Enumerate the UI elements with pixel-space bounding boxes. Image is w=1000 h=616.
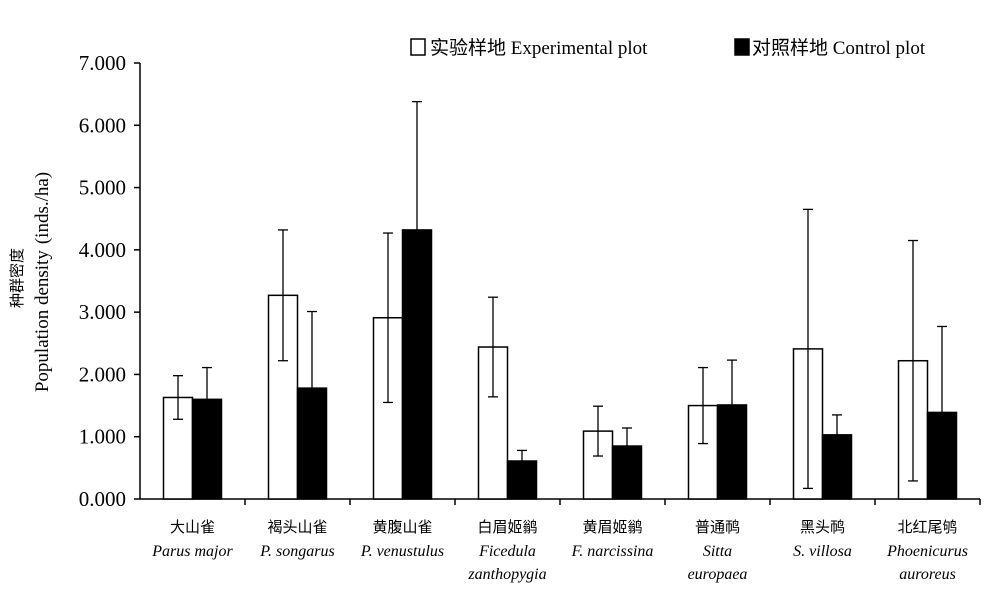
y-tick-label: 0.000 bbox=[79, 487, 126, 511]
x-tick-label-cn: 褐头山雀 bbox=[267, 518, 327, 536]
bar-control bbox=[506, 460, 538, 500]
legend-swatch-control bbox=[734, 38, 750, 56]
x-tick-label-cn: 黑头䴓 bbox=[800, 518, 845, 536]
y-tick-label: 3.000 bbox=[79, 300, 126, 324]
y-tick-label: 4.000 bbox=[79, 238, 126, 262]
x-tick-label-latin: europaea bbox=[688, 566, 748, 583]
x-tick-label-latin: Parus major bbox=[151, 543, 233, 560]
x-tick-label-latin: Phoenicurus bbox=[886, 543, 968, 560]
y-axis-label-unit: (inds./ha) bbox=[32, 172, 53, 244]
error-bars bbox=[173, 100, 947, 500]
legend-label-experimental: 实验样地 Experimental plot bbox=[430, 37, 648, 59]
x-tick-label-cn: 大山雀 bbox=[170, 518, 215, 536]
y-axis-ticks: 0.000 1.000 2.000 3.000 4.000 5.000 6.000 7.000 bbox=[79, 51, 140, 511]
x-tick-label-cn: 北红尾鸲 bbox=[897, 518, 957, 536]
x-tick-label-latin: S. villosa bbox=[793, 543, 852, 560]
y-axis-label-cn: 种群密度 bbox=[8, 248, 26, 308]
x-tick-label-latin: Ficedula bbox=[478, 543, 536, 560]
x-tick-label-cn: 黄眉姬鹟 bbox=[582, 518, 642, 536]
y-tick-label: 6.000 bbox=[79, 113, 126, 137]
x-tick-label-cn: 黄腹山雀 bbox=[372, 518, 432, 536]
y-tick-label: 7.000 bbox=[79, 51, 126, 75]
y-axis-label-en: Population density (inds./ha) bbox=[32, 172, 53, 392]
y-tick-label: 1.000 bbox=[79, 425, 126, 449]
legend: 实验样地 Experimental plot 对照样地 Control plot bbox=[410, 37, 926, 59]
x-tick-label-latin: P. venustulus bbox=[360, 543, 444, 560]
legend-swatch-experimental bbox=[410, 38, 426, 56]
y-axis-label-text: Population density bbox=[32, 250, 53, 392]
x-tick-label-latin: F. narcissina bbox=[571, 543, 654, 560]
x-tick-label-latin: Sitta bbox=[703, 543, 732, 560]
y-axis-label: 种群密度 Population density (inds./ha) bbox=[8, 172, 53, 392]
legend-label-control: 对照样地 Control plot bbox=[752, 37, 926, 59]
x-tick-label-latin: P. songarus bbox=[259, 543, 334, 560]
bar-control bbox=[611, 445, 643, 500]
x-tick-label-latin: zanthopygia bbox=[467, 566, 546, 583]
y-tick-label: 5.000 bbox=[79, 176, 126, 200]
x-tick-label-latin: auroreus bbox=[899, 566, 956, 583]
x-tick-label-cn: 白眉姬鹟 bbox=[477, 518, 537, 536]
bar-experimental bbox=[267, 294, 299, 500]
x-axis-labels: 大山雀 Parus major 褐头山雀 P. songarus 黄腹山雀 P. venu… bbox=[151, 499, 981, 583]
y-tick-label: 2.000 bbox=[79, 362, 126, 386]
x-tick-label-cn: 普通䴓 bbox=[695, 518, 740, 536]
